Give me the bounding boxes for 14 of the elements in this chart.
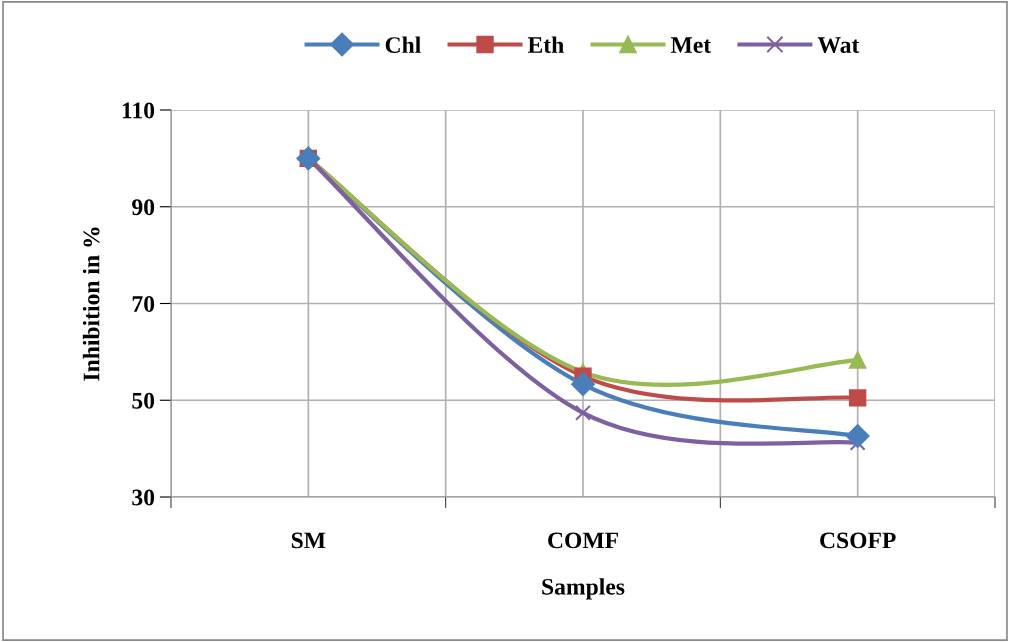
x-axis-title: Samples bbox=[542, 578, 625, 600]
y-tick-label: 70 bbox=[132, 295, 155, 312]
x-tick-label: COMF bbox=[548, 532, 618, 549]
legend-label: Eth bbox=[527, 36, 564, 53]
y-axis-title: Inhibition in % bbox=[82, 227, 100, 381]
y-tick-label: 30 bbox=[132, 489, 155, 506]
legend-label: Chl bbox=[385, 36, 421, 53]
legend-label: Met bbox=[670, 37, 712, 53]
y-tick-label: 50 bbox=[132, 392, 155, 409]
x-tick-label: SM bbox=[291, 532, 326, 549]
y-tick-label: 110 bbox=[122, 102, 155, 119]
legend-label: Wat bbox=[817, 37, 860, 54]
x-tick-label: CSOFP bbox=[820, 532, 896, 549]
y-tick-label: 90 bbox=[132, 199, 155, 216]
